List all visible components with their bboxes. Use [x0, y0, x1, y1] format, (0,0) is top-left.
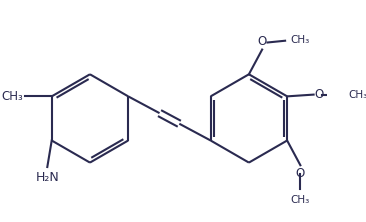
Text: CH₃: CH₃ [2, 90, 23, 103]
Text: O: O [258, 35, 267, 48]
Text: O: O [296, 167, 305, 180]
Text: H₂N: H₂N [36, 170, 59, 184]
Text: CH₃: CH₃ [348, 90, 366, 100]
Text: CH₃: CH₃ [291, 195, 310, 205]
Text: O: O [314, 88, 324, 101]
Text: CH₃: CH₃ [290, 35, 310, 45]
